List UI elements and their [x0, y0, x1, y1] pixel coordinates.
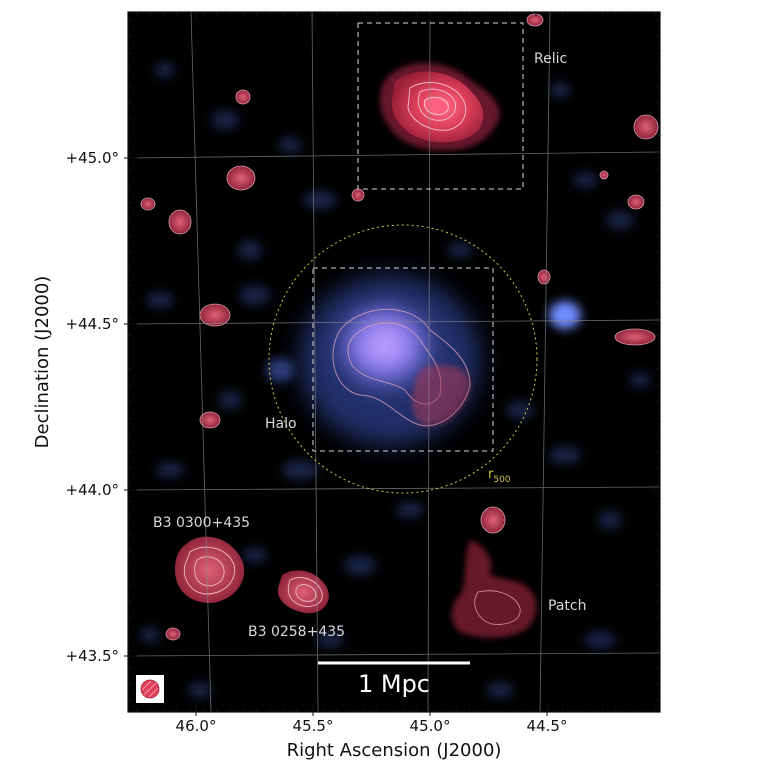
- relic-label: Relic: [534, 51, 567, 67]
- patch-label: Patch: [548, 598, 586, 614]
- relic-radio-emission: [380, 63, 500, 151]
- source-b3-0300-435: [175, 536, 245, 604]
- halo-radio-lobe: [412, 365, 470, 426]
- y-tick-label: +45.0°: [66, 149, 119, 167]
- relic-dashed-box: [357, 22, 524, 190]
- y-tick-label: +43.5°: [66, 647, 119, 665]
- beam-hatch: [148, 687, 159, 698]
- coordinate-grid: [127, 11, 661, 713]
- plot-frame: [127, 11, 661, 713]
- xray-noise: [140, 62, 650, 698]
- source-b3-0258-label: B3 0258+435: [248, 624, 345, 640]
- x-tick-label: 45.5°: [293, 717, 334, 735]
- scale-bar-label: 1 Mpc: [358, 670, 430, 698]
- beam-hatch: [141, 680, 152, 691]
- y-axis-title: Declination (J2000): [32, 276, 53, 449]
- patch-radio-emission: [451, 540, 537, 638]
- axis-ticks: [124, 12, 660, 716]
- beam-hatch: [143, 682, 157, 696]
- y-tick-label: +44.5°: [66, 315, 119, 333]
- small-radio-sources: [140, 13, 659, 641]
- x-tick-label: 46.0°: [176, 717, 217, 735]
- x-tick-label: 45.0°: [410, 717, 451, 735]
- r500-label: r500: [488, 467, 511, 485]
- halo-label: Halo: [265, 416, 297, 432]
- x-tick-label: 44.5°: [527, 717, 568, 735]
- source-b3-0300-label: B3 0300+435: [153, 515, 250, 531]
- halo-dashed-box: [312, 267, 494, 452]
- y-tick-label: +44.0°: [66, 481, 119, 499]
- r500-circle: [268, 224, 538, 494]
- xray-compact-source: [549, 301, 581, 329]
- x-axis-title: Right Ascension (J2000): [287, 740, 502, 761]
